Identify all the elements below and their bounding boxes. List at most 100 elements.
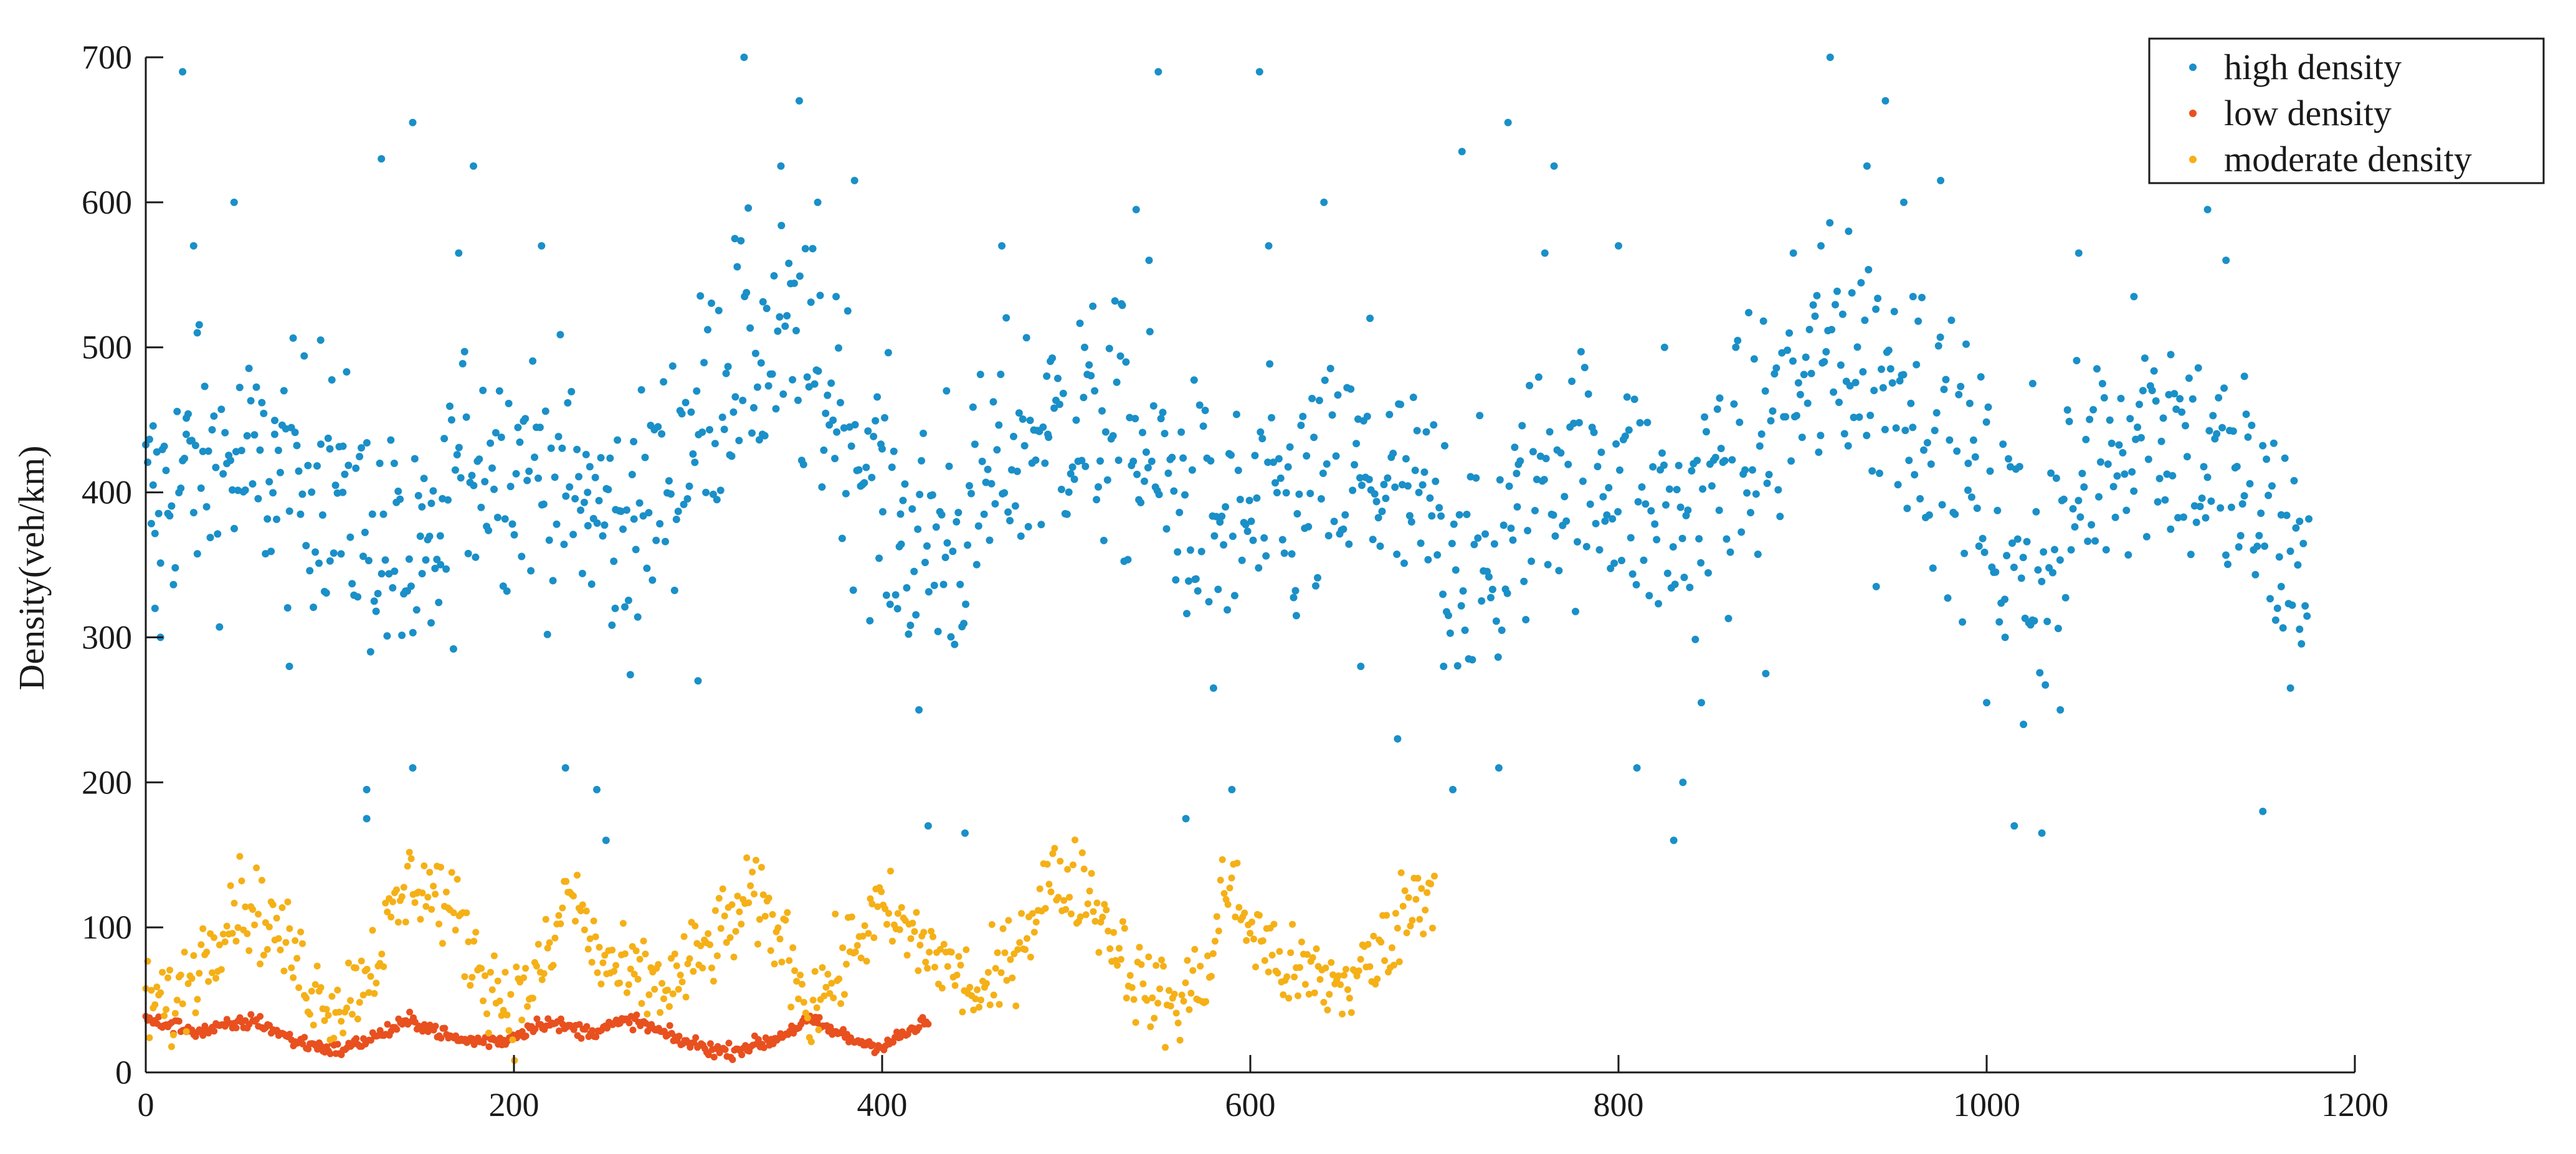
data-point: [612, 962, 620, 969]
data-point: [794, 396, 802, 404]
data-point: [347, 997, 354, 1004]
data-point: [525, 467, 533, 475]
data-point: [1420, 468, 1428, 476]
data-point: [592, 1033, 600, 1041]
data-point: [1586, 500, 1594, 508]
data-point: [257, 1013, 264, 1020]
data-point: [1391, 483, 1399, 491]
data-point: [199, 447, 207, 455]
data-point: [1374, 975, 1381, 983]
data-point: [183, 1028, 190, 1035]
data-point: [988, 921, 996, 928]
data-point: [564, 399, 572, 407]
data-point: [1081, 462, 1090, 470]
data-point: [1623, 393, 1631, 401]
data-point: [481, 478, 489, 486]
data-point: [719, 885, 726, 892]
data-point: [1809, 301, 1817, 309]
data-point: [2019, 554, 2027, 562]
data-point: [1632, 580, 1640, 589]
data-point: [1711, 453, 1719, 461]
data-point: [163, 1006, 170, 1013]
data-point: [1347, 1009, 1355, 1016]
data-point: [1344, 986, 1351, 993]
data-point: [1918, 293, 1926, 301]
data-point: [544, 944, 551, 952]
data-point: [1222, 503, 1230, 511]
data-point: [285, 663, 293, 670]
data-point: [1405, 512, 1414, 520]
data-point: [1291, 587, 1300, 595]
data-point: [678, 410, 686, 418]
points-layer: [142, 54, 2313, 1064]
data-point: [1153, 962, 1160, 969]
data-point: [960, 620, 968, 628]
data-point: [1374, 514, 1382, 522]
data-point: [1582, 542, 1590, 551]
data-point: [2130, 487, 2138, 495]
data-point: [972, 560, 981, 569]
data-point: [619, 920, 627, 927]
data-point: [2071, 523, 2079, 531]
data-point: [948, 948, 955, 956]
data-point: [682, 993, 690, 1001]
data-point: [1224, 606, 1232, 614]
data-point: [2141, 354, 2149, 362]
data-point: [1455, 511, 1463, 519]
data-point: [297, 510, 305, 518]
data-point: [924, 588, 933, 596]
data-point: [275, 935, 282, 942]
data-point: [1248, 919, 1255, 925]
data-point: [1070, 475, 1078, 483]
data-point: [1504, 118, 1512, 126]
data-point: [1953, 447, 1961, 455]
data-point: [905, 630, 913, 638]
data-point: [634, 975, 642, 983]
data-point: [1964, 460, 1972, 467]
data-point: [1625, 426, 1633, 434]
data-point: [984, 968, 992, 976]
data-point: [765, 894, 772, 902]
data-point: [1417, 539, 1425, 547]
data-point: [522, 1033, 530, 1039]
data-point: [652, 536, 660, 544]
data-point: [496, 997, 503, 1005]
data-point: [1575, 419, 1583, 427]
data-point: [369, 927, 376, 934]
data-point: [1110, 929, 1118, 936]
data-point: [593, 785, 601, 793]
data-point: [293, 442, 301, 450]
data-point: [1516, 457, 1524, 465]
data-point: [1509, 536, 1517, 544]
data-point: [760, 1044, 768, 1051]
data-point: [1270, 920, 1278, 928]
data-point: [462, 413, 470, 421]
data-point: [1287, 949, 1295, 957]
data-point: [1003, 977, 1010, 984]
data-point: [1326, 991, 1333, 998]
data-point: [1872, 305, 1880, 313]
data-point: [1259, 937, 1267, 944]
data-point: [260, 409, 268, 417]
data-point: [2251, 570, 2260, 579]
data-point: [666, 1022, 673, 1029]
data-point: [1115, 456, 1123, 464]
data-point: [1384, 474, 1392, 482]
data-point: [1433, 551, 1442, 559]
data-point: [1068, 910, 1075, 917]
data-point: [217, 966, 225, 973]
data-point: [726, 934, 734, 941]
data-point: [673, 962, 680, 970]
data-point: [621, 603, 629, 611]
data-point: [193, 550, 201, 558]
data-point: [1019, 415, 1027, 423]
data-point: [358, 957, 365, 965]
data-point: [586, 935, 594, 942]
data-point: [943, 387, 951, 395]
data-point: [1130, 996, 1138, 1003]
data-point: [512, 470, 520, 478]
data-point: [230, 198, 238, 206]
data-point: [1680, 574, 1688, 582]
